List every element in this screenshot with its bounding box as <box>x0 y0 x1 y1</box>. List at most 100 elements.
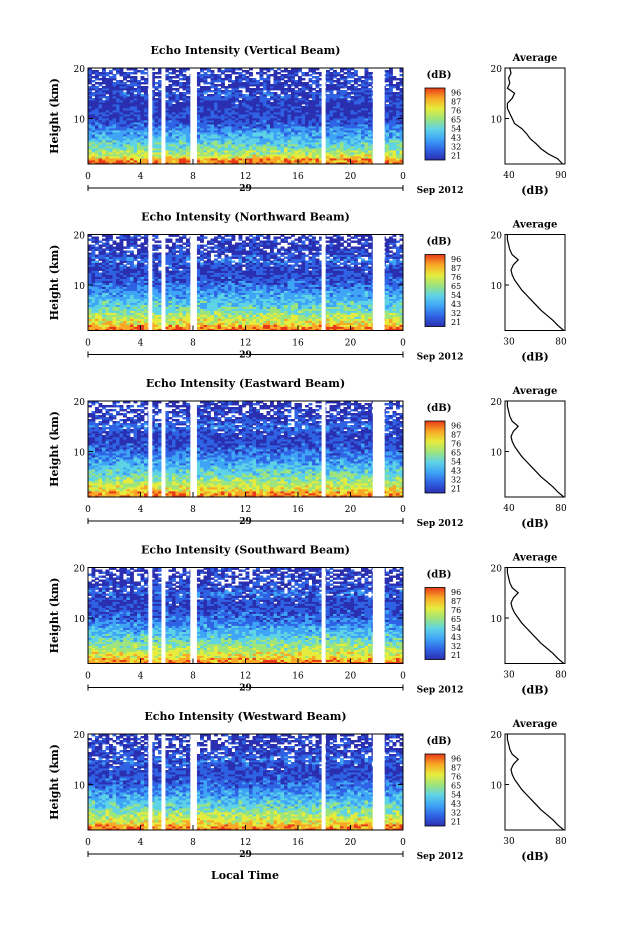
echo-cell <box>333 84 337 86</box>
echo-cell <box>358 84 362 86</box>
echo-cell <box>316 90 320 92</box>
echo-cell <box>249 88 253 90</box>
echo-cell <box>309 78 313 80</box>
echo-cell <box>351 72 355 74</box>
echo-cell <box>130 72 134 74</box>
echo-cell <box>344 76 348 78</box>
echo-cell <box>340 74 344 76</box>
echo-cell <box>113 74 117 76</box>
echo-cell <box>393 76 397 78</box>
echo-cell <box>176 74 180 76</box>
echo-cell <box>228 90 232 92</box>
echo-cell <box>113 82 117 84</box>
echo-cell <box>183 92 187 94</box>
echo-cell <box>291 88 295 90</box>
echo-cell <box>288 94 292 96</box>
data-gap <box>162 68 166 164</box>
average-x-tick-label: 40 <box>503 171 515 181</box>
echo-cell <box>347 92 351 94</box>
echo-cell <box>263 72 267 74</box>
echo-cell <box>309 74 313 76</box>
echo-cell <box>211 94 215 96</box>
echo-cell <box>179 92 183 94</box>
echo-cell <box>123 92 127 94</box>
echo-cell <box>270 84 274 86</box>
x-tick-label: 0 <box>85 172 91 182</box>
echo-cell <box>141 86 145 88</box>
echo-cell <box>256 80 260 82</box>
month-year-label: Sep 2012 <box>417 186 464 196</box>
echo-cell <box>137 70 141 72</box>
echo-cell <box>368 72 372 74</box>
echo-cell <box>393 84 397 86</box>
echo-cell <box>344 72 348 74</box>
echo-cell <box>368 82 372 84</box>
echo-cell <box>200 86 204 88</box>
average-x-tick-label: 90 <box>555 171 567 181</box>
echo-cell <box>340 90 344 92</box>
echo-cell <box>302 82 306 84</box>
echo-cell <box>256 96 260 98</box>
echo-cell <box>309 100 313 102</box>
echo-cell <box>99 78 103 80</box>
echo-cell <box>127 80 131 82</box>
echo-cell <box>298 88 302 90</box>
echo-cell <box>396 82 400 84</box>
echo-cell <box>309 84 313 86</box>
colorbar-tick-label: 43 <box>451 134 461 143</box>
echo-cell <box>183 74 187 76</box>
echo-cell <box>218 88 222 90</box>
echo-cell <box>92 92 96 94</box>
echo-cell <box>281 70 285 72</box>
echo-cell <box>207 74 211 76</box>
echo-cell <box>172 88 176 90</box>
x-tick-label: 20 <box>345 172 357 182</box>
y-tick-label: 10 <box>74 116 86 126</box>
echo-cell <box>155 92 159 94</box>
echo-cell <box>263 92 267 94</box>
echo-cell <box>239 72 243 74</box>
echo-cell <box>267 98 271 100</box>
echo-cell <box>207 86 211 88</box>
echo-cell <box>176 70 180 72</box>
echo-cell <box>221 96 225 98</box>
echo-cell <box>207 94 211 96</box>
echo-cell <box>288 70 292 72</box>
echo-cell <box>158 80 162 82</box>
y-tick-label: 20 <box>74 65 86 75</box>
echo-cell <box>260 88 264 90</box>
echo-cell <box>158 90 162 92</box>
echo-cell <box>123 82 127 84</box>
echo-cell <box>312 88 316 90</box>
echo-cell <box>298 76 302 78</box>
echo-cell <box>253 88 257 90</box>
day-label: 29 <box>239 184 252 194</box>
echo-cell <box>228 84 232 86</box>
x-tick-label: 8 <box>190 172 196 182</box>
panel-title: Echo Intensity (Vertical Beam) <box>150 44 340 57</box>
echo-cell <box>197 88 201 90</box>
echo-cell <box>186 76 190 78</box>
echo-cell <box>134 94 138 96</box>
echo-cell <box>358 76 362 78</box>
echo-cell <box>302 72 306 74</box>
echo-cell <box>281 96 285 98</box>
echo-cell <box>354 70 358 72</box>
echo-cell <box>242 82 246 84</box>
echo-cell <box>169 76 173 78</box>
echo-cell <box>281 82 285 84</box>
echo-cell <box>92 76 96 78</box>
colorbar-tick-label: 87 <box>451 98 461 107</box>
echo-cell <box>221 78 225 80</box>
echo-cell <box>144 86 148 88</box>
echo-cell <box>351 84 355 86</box>
echo-cell <box>225 74 229 76</box>
echo-cell <box>333 80 337 82</box>
x-tick-label: 16 <box>292 172 304 182</box>
echo-cell <box>344 90 348 92</box>
echo-cell <box>99 82 103 84</box>
echo-cell <box>92 98 96 100</box>
echo-cell <box>270 74 274 76</box>
echo-cell <box>92 70 96 72</box>
